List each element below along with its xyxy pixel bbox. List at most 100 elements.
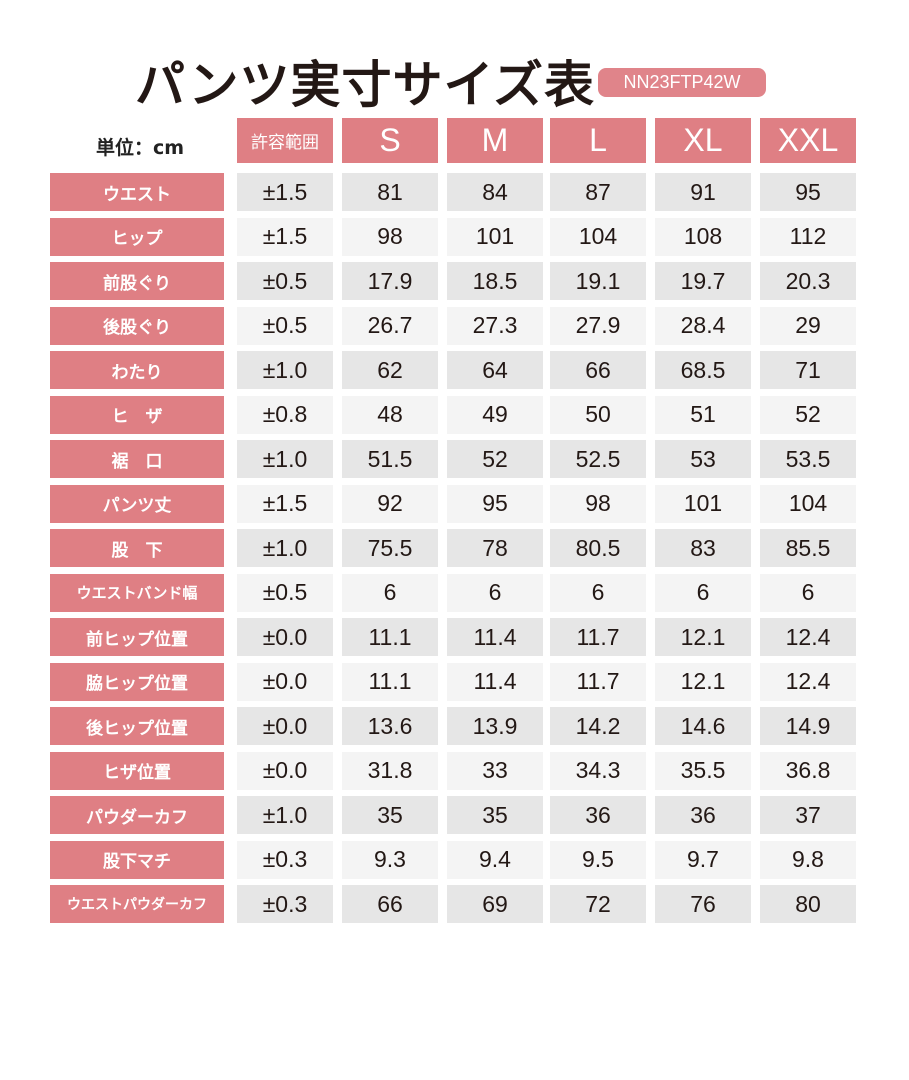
size-cell: 78: [447, 529, 543, 567]
size-cell: 20.3: [760, 262, 856, 300]
size-cell: 34.3: [550, 751, 646, 790]
size-cell: 101: [447, 217, 543, 256]
row-label: 後ヒップ位置: [50, 707, 224, 745]
row-label: ヒ ザ: [50, 395, 224, 434]
tolerance-cell: ±1.5: [237, 484, 333, 523]
size-cell: 19.7: [655, 262, 751, 300]
size-cell: 53: [655, 440, 751, 478]
size-cell: 84: [447, 173, 543, 211]
tolerance-cell: ±1.5: [237, 217, 333, 256]
tolerance-cell: ±0.3: [237, 885, 333, 923]
size-cell: 101: [655, 484, 751, 523]
size-cell: 83: [655, 529, 751, 567]
row-label: 裾 口: [50, 440, 224, 478]
size-cell: 62: [342, 351, 438, 389]
size-cell: 11.7: [550, 662, 646, 701]
row-label: 脇ヒップ位置: [50, 662, 224, 701]
size-cell: 13.9: [447, 707, 543, 745]
size-cell: 48: [342, 395, 438, 434]
row-label: 後股ぐり: [50, 306, 224, 345]
size-cell: 36: [655, 796, 751, 834]
tolerance-cell: ±0.5: [237, 573, 333, 612]
size-cell: 49: [447, 395, 543, 434]
size-cell: 71: [760, 351, 856, 389]
size-cell: 13.6: [342, 707, 438, 745]
size-cell: 66: [342, 885, 438, 923]
size-cell: 68.5: [655, 351, 751, 389]
tolerance-cell: ±0.3: [237, 840, 333, 879]
size-cell: 52: [447, 440, 543, 478]
size-cell: 9.5: [550, 840, 646, 879]
product-code: NN23FTP42W: [598, 68, 766, 97]
tolerance-cell: ±0.0: [237, 618, 333, 656]
size-cell: 31.8: [342, 751, 438, 790]
row-label: ウエストバンド幅: [50, 573, 224, 612]
size-cell: 72: [550, 885, 646, 923]
size-cell: 87: [550, 173, 646, 211]
size-cell: 18.5: [447, 262, 543, 300]
size-cell: 19.1: [550, 262, 646, 300]
size-cell: 69: [447, 885, 543, 923]
size-cell: 51.5: [342, 440, 438, 478]
size-cell: 26.7: [342, 306, 438, 345]
size-cell: 80.5: [550, 529, 646, 567]
row-label: 前ヒップ位置: [50, 618, 224, 656]
size-cell: 98: [550, 484, 646, 523]
size-cell: 64: [447, 351, 543, 389]
size-cell: 29: [760, 306, 856, 345]
row-label: ヒザ位置: [50, 751, 224, 790]
size-cell: 52: [760, 395, 856, 434]
tolerance-cell: ±1.0: [237, 529, 333, 567]
size-cell: 35.5: [655, 751, 751, 790]
size-cell: 36.8: [760, 751, 856, 790]
size-cell: 14.9: [760, 707, 856, 745]
size-cell: 98: [342, 217, 438, 256]
size-cell: 51: [655, 395, 751, 434]
size-cell: 85.5: [760, 529, 856, 567]
size-cell: 9.4: [447, 840, 543, 879]
row-label: ヒップ: [50, 217, 224, 256]
size-cell: 9.7: [655, 840, 751, 879]
size-cell: 33: [447, 751, 543, 790]
row-label: パンツ丈: [50, 484, 224, 523]
row-label: 股 下: [50, 529, 224, 567]
row-label: 股下マチ: [50, 840, 224, 879]
tolerance-cell: ±1.5: [237, 173, 333, 211]
size-cell: 12.1: [655, 618, 751, 656]
size-cell: 12.4: [760, 618, 856, 656]
size-cell: 17.9: [342, 262, 438, 300]
size-cell: 11.4: [447, 618, 543, 656]
size-cell: 11.7: [550, 618, 646, 656]
tolerance-cell: ±1.0: [237, 351, 333, 389]
size-cell: 81: [342, 173, 438, 211]
unit-label: 単位：cm: [95, 136, 185, 159]
size-cell: 53.5: [760, 440, 856, 478]
row-label: ウエストパウダーカフ: [50, 885, 224, 923]
size-cell: 95: [447, 484, 543, 523]
row-label: 前股ぐり: [50, 262, 224, 300]
column-header: M: [447, 118, 543, 163]
column-header: XL: [655, 118, 751, 163]
size-cell: 9.3: [342, 840, 438, 879]
title: パンツ実寸サイズ表: [135, 56, 595, 114]
size-cell: 95: [760, 173, 856, 211]
tolerance-cell: ±0.5: [237, 306, 333, 345]
tolerance-cell: ±0.0: [237, 662, 333, 701]
size-cell: 11.1: [342, 662, 438, 701]
size-cell: 9.8: [760, 840, 856, 879]
row-label: ウエスト: [50, 173, 224, 211]
size-cell: 27.9: [550, 306, 646, 345]
size-cell: 6: [447, 573, 543, 612]
size-cell: 28.4: [655, 306, 751, 345]
tolerance-cell: ±0.8: [237, 395, 333, 434]
size-cell: 27.3: [447, 306, 543, 345]
column-header: L: [550, 118, 646, 163]
size-cell: 50: [550, 395, 646, 434]
size-cell: 104: [550, 217, 646, 256]
size-cell: 112: [760, 217, 856, 256]
size-cell: 91: [655, 173, 751, 211]
tolerance-cell: ±0.0: [237, 707, 333, 745]
size-cell: 14.6: [655, 707, 751, 745]
size-cell: 11.1: [342, 618, 438, 656]
size-cell: 6: [655, 573, 751, 612]
